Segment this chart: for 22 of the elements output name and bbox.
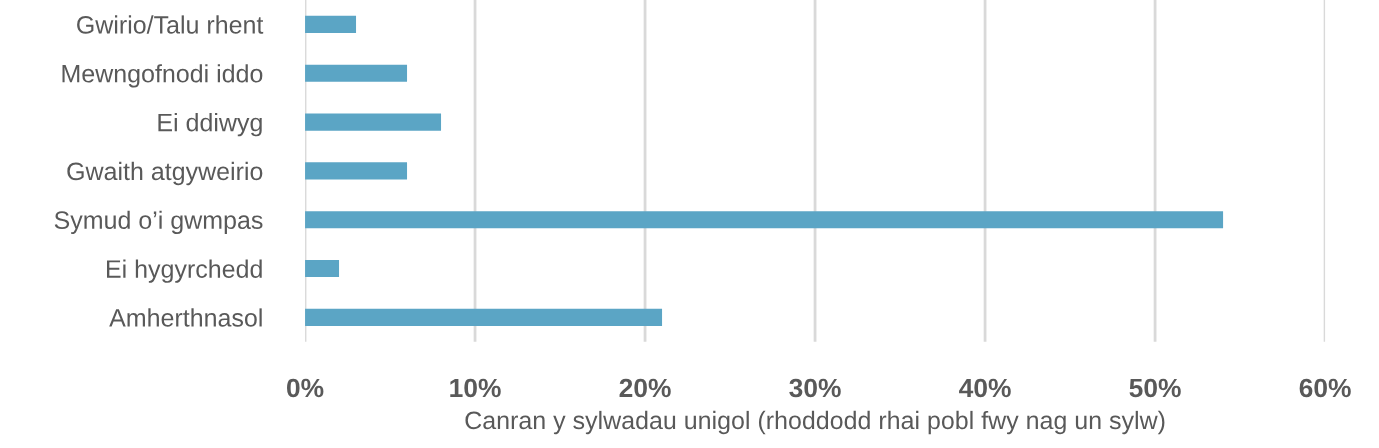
x-tick-label: 40%: [959, 378, 1011, 398]
bar: [305, 64, 408, 82]
y-tick-label: Ei ddiwyg: [158, 113, 262, 137]
bar: [305, 308, 663, 326]
y-tick-label: Ei hygyrchedd: [107, 259, 262, 283]
y-tick-label: Symud o’i gwmpas: [54, 210, 263, 234]
x-tick-label: 50%: [1129, 378, 1181, 398]
bar: [305, 211, 1224, 229]
bar: [305, 113, 442, 131]
y-tick-label: Mewngofnodi iddo: [62, 64, 263, 88]
x-axis-title: Canran y sylwadau unigol (rhoddodd rhai pobl fwy nag un sylw): [465, 410, 1165, 435]
bar: [305, 15, 357, 33]
y-tick-label: Gwaith atgyweirio: [67, 161, 263, 186]
x-tick-label: 0%: [287, 378, 324, 398]
bar: [305, 260, 340, 278]
x-tick-label: 20%: [619, 378, 671, 398]
y-tick-label: Amherthnasol: [109, 308, 262, 327]
bar: [305, 162, 408, 180]
x-tick-label: 60%: [1299, 378, 1351, 398]
x-tick-label: 30%: [789, 378, 841, 398]
y-tick-label: Gwirio/Talu rhent: [77, 15, 264, 34]
x-tick-label: 10%: [450, 378, 501, 398]
